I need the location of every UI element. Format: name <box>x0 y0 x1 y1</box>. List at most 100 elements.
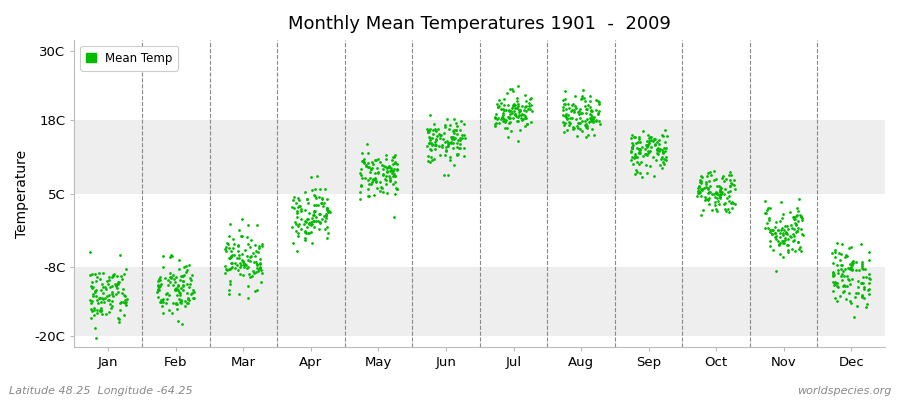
Point <box>842 245 857 252</box>
Point <box>251 242 266 249</box>
Point <box>768 230 782 236</box>
Point <box>709 195 724 201</box>
Point <box>226 245 240 251</box>
Point <box>582 119 597 126</box>
Point <box>846 258 860 264</box>
Point <box>320 230 335 237</box>
Point <box>778 230 793 236</box>
Point <box>768 230 782 237</box>
Point <box>705 206 719 213</box>
Point <box>825 250 840 256</box>
Point <box>512 107 526 114</box>
Point <box>796 231 810 238</box>
Point <box>555 119 570 126</box>
Point <box>508 108 522 114</box>
Point <box>445 135 459 141</box>
Point <box>319 215 333 222</box>
Point <box>173 277 187 284</box>
Point <box>168 300 183 307</box>
Point <box>558 88 572 94</box>
Point <box>186 289 201 296</box>
Point <box>232 252 247 258</box>
Point <box>828 254 842 260</box>
Point <box>99 311 113 317</box>
Point <box>446 116 461 122</box>
Point <box>367 170 382 176</box>
Point <box>255 270 269 276</box>
Point <box>648 141 662 147</box>
Point <box>713 184 727 191</box>
Point <box>102 273 116 280</box>
Point <box>84 315 98 322</box>
Point <box>161 277 176 283</box>
Point <box>504 128 518 134</box>
Point <box>307 208 321 214</box>
Point <box>307 224 321 230</box>
Point <box>433 134 447 141</box>
Point <box>776 238 790 244</box>
Point <box>353 169 367 176</box>
Point <box>308 208 322 214</box>
Point <box>84 300 98 306</box>
Point <box>164 252 178 258</box>
Point <box>102 277 116 284</box>
Point <box>357 160 372 166</box>
Point <box>445 134 459 140</box>
Point <box>298 218 312 224</box>
Point <box>722 209 736 215</box>
Point <box>489 120 503 126</box>
Point <box>421 128 436 134</box>
Point <box>695 186 709 192</box>
Point <box>592 101 607 107</box>
Point <box>695 186 709 193</box>
Point <box>555 107 570 113</box>
Point <box>629 167 643 174</box>
Point <box>497 102 511 108</box>
Point <box>285 204 300 210</box>
Point <box>457 145 472 151</box>
Point <box>185 289 200 296</box>
Point <box>364 166 378 172</box>
Point <box>839 296 853 302</box>
Point <box>423 146 437 153</box>
Point <box>781 226 796 232</box>
Point <box>651 151 665 157</box>
Point <box>556 122 571 128</box>
Point <box>652 145 666 151</box>
Point <box>104 282 119 289</box>
Point <box>320 213 334 219</box>
Point <box>361 192 375 199</box>
Point <box>713 189 727 196</box>
Point <box>693 180 707 186</box>
Point <box>583 98 598 104</box>
Point <box>506 88 520 94</box>
Point <box>502 119 517 126</box>
Point <box>108 280 122 287</box>
Point <box>171 296 185 302</box>
Point <box>499 117 513 124</box>
Point <box>116 286 130 292</box>
Point <box>313 220 328 227</box>
Point <box>862 280 877 286</box>
Point <box>90 310 104 316</box>
Point <box>428 142 442 148</box>
Point <box>847 314 861 320</box>
Point <box>857 294 871 301</box>
Point <box>642 138 656 144</box>
Point <box>584 116 598 122</box>
Point <box>555 112 570 118</box>
Point <box>376 188 391 195</box>
Point <box>354 182 368 189</box>
Point <box>383 165 398 172</box>
Point <box>163 254 177 260</box>
Point <box>446 134 460 140</box>
Point <box>364 159 379 165</box>
Point <box>859 274 873 280</box>
Point <box>94 308 108 314</box>
Point <box>514 115 528 122</box>
Point <box>219 246 233 252</box>
Point <box>694 192 708 199</box>
Point <box>85 279 99 286</box>
Point <box>87 271 102 277</box>
Point <box>86 305 101 311</box>
